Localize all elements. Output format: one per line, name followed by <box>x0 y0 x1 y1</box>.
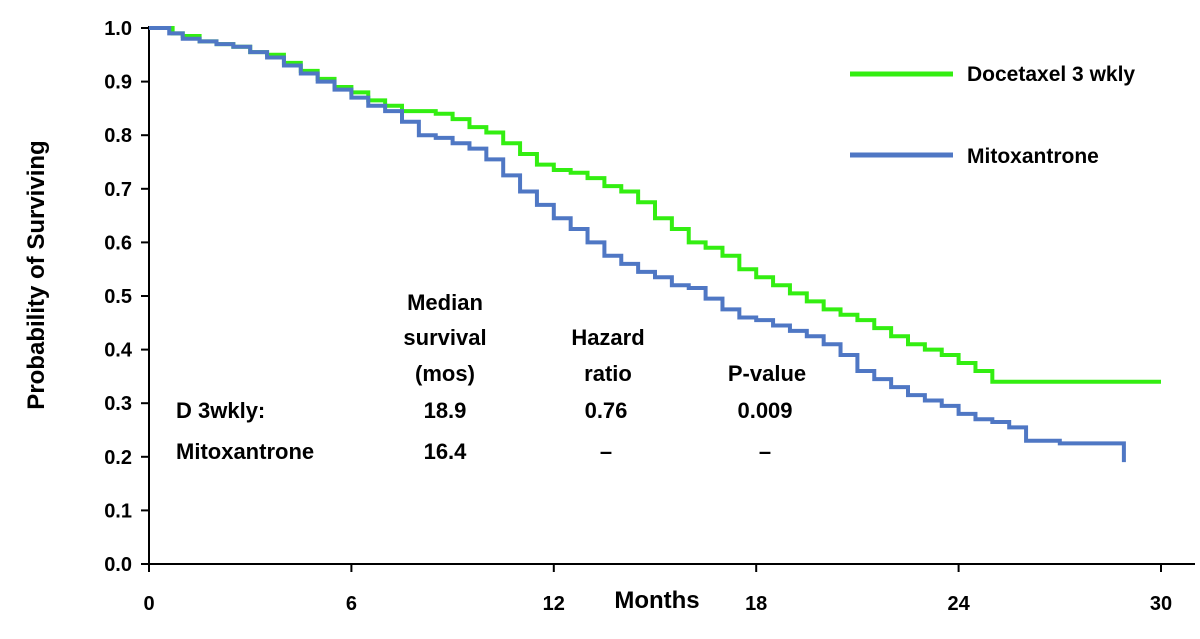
y-tick-label: 1.0 <box>104 18 132 40</box>
header-median-line2: survival <box>403 325 486 350</box>
series-group <box>149 26 1161 463</box>
x-axis-title: Months <box>614 587 699 614</box>
y-tick-label: 0.1 <box>104 500 132 522</box>
row-median-docetaxel: 18.9 <box>424 398 467 423</box>
legend-label-mitoxantrone: Mitoxantrone <box>967 145 1099 168</box>
annotation-table: Median survival (mos) Hazard ratio P-val… <box>176 290 806 464</box>
series-line-mitoxantrone <box>149 26 1126 463</box>
header-median-line1: Median <box>407 290 483 315</box>
row-p-mitoxantrone: – <box>759 439 771 464</box>
y-tick-label: 0.4 <box>104 340 133 362</box>
legend-label-docetaxel: Docetaxel 3 wkly <box>967 63 1135 86</box>
y-tick-label: 0.7 <box>104 179 132 201</box>
header-hazard-line2: ratio <box>584 361 632 386</box>
series-line-docetaxel <box>149 26 1161 384</box>
y-axis-title: Probability of Surviving <box>23 140 50 409</box>
x-tick-label: 30 <box>1150 593 1172 615</box>
x-tick-label: 18 <box>745 593 767 615</box>
y-tick-label: 0.3 <box>104 393 132 415</box>
row-label-mitoxantrone: Mitoxantrone <box>176 439 314 464</box>
row-hazard-docetaxel: 0.76 <box>585 398 628 423</box>
x-tick-label: 0 <box>143 593 154 615</box>
y-tick-label: 0.0 <box>104 554 132 576</box>
row-label-docetaxel: D 3wkly: <box>176 398 265 423</box>
legend: Docetaxel 3 wkly Mitoxantrone <box>850 63 1135 168</box>
y-tick-label: 0.2 <box>104 447 132 469</box>
x-tick-label: 6 <box>346 593 357 615</box>
header-median-line3: (mos) <box>415 361 475 386</box>
x-axis-ticks: 0 6 12 18 24 30 <box>143 564 1172 615</box>
header-pvalue: P-value <box>728 361 806 386</box>
header-hazard-line1: Hazard <box>571 325 644 350</box>
y-tick-label: 0.8 <box>104 125 132 147</box>
x-tick-label: 24 <box>947 593 970 615</box>
x-tick-label: 12 <box>543 593 565 615</box>
y-tick-label: 0.9 <box>104 72 132 94</box>
row-hazard-mitoxantrone: – <box>600 439 612 464</box>
row-median-mitoxantrone: 16.4 <box>424 439 468 464</box>
y-tick-label: 0.6 <box>104 232 132 254</box>
y-axis-ticks: 0.0 0.1 0.2 0.3 0.4 0.5 0.6 0.7 0.8 0.9 1.0 <box>104 18 149 576</box>
y-tick-label: 0.5 <box>104 286 132 308</box>
row-p-docetaxel: 0.009 <box>737 398 792 423</box>
